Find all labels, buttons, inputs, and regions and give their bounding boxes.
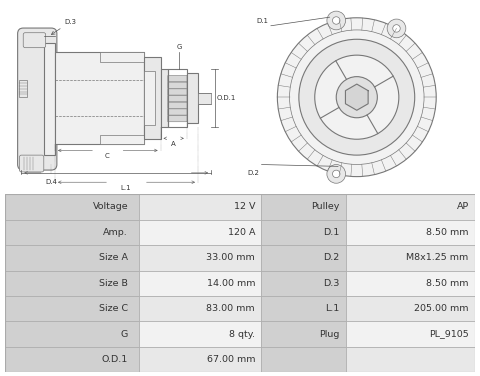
Text: D.3: D.3 (323, 279, 339, 288)
Circle shape (336, 77, 377, 118)
Bar (346, 296, 475, 321)
Bar (100, 135, 144, 144)
Bar (139, 321, 261, 347)
Bar (5, 245, 139, 271)
Text: 8 qty.: 8 qty. (229, 330, 255, 339)
Bar (5, 220, 139, 245)
Bar (5, 296, 139, 321)
Text: G: G (121, 330, 128, 339)
Circle shape (327, 165, 346, 183)
Bar (346, 321, 475, 347)
Circle shape (299, 39, 415, 155)
FancyBboxPatch shape (20, 155, 44, 172)
Text: Size A: Size A (99, 253, 128, 262)
Bar (5, 347, 139, 372)
Text: 33.00 mm: 33.00 mm (206, 253, 255, 262)
Bar (161, 69, 168, 127)
Bar (261, 271, 346, 296)
Bar (139, 220, 261, 245)
Polygon shape (346, 84, 368, 110)
FancyBboxPatch shape (168, 115, 187, 122)
Bar (261, 321, 346, 347)
Circle shape (333, 17, 340, 24)
Text: Voltage: Voltage (93, 203, 128, 211)
Bar (5, 321, 139, 347)
Text: O.D.1: O.D.1 (102, 355, 128, 364)
Text: Size B: Size B (99, 279, 128, 288)
Text: L.1: L.1 (120, 185, 132, 191)
Text: 12 V: 12 V (234, 203, 255, 211)
Text: G: G (177, 44, 182, 50)
Bar (44, 43, 55, 155)
Text: 83.00 mm: 83.00 mm (206, 304, 255, 313)
Text: D.2: D.2 (323, 253, 339, 262)
Bar (144, 57, 161, 139)
Circle shape (315, 55, 399, 139)
Bar (5, 271, 139, 296)
Bar (144, 71, 155, 125)
Bar (198, 92, 211, 104)
Bar (139, 245, 261, 271)
Text: Plug: Plug (319, 330, 339, 339)
FancyBboxPatch shape (18, 28, 57, 170)
Bar (346, 220, 475, 245)
Text: D.3: D.3 (64, 19, 76, 25)
Text: PL_9105: PL_9105 (429, 330, 469, 339)
FancyBboxPatch shape (168, 76, 187, 82)
Bar (261, 296, 346, 321)
Text: D.1: D.1 (323, 228, 339, 237)
Text: 8.50 mm: 8.50 mm (426, 228, 469, 237)
Bar (346, 194, 475, 220)
FancyBboxPatch shape (168, 89, 187, 95)
Circle shape (387, 19, 406, 38)
Text: D.4: D.4 (45, 179, 57, 185)
Circle shape (333, 170, 340, 177)
Circle shape (327, 11, 346, 30)
Bar (261, 220, 346, 245)
Bar (20, 80, 27, 97)
Bar (168, 69, 187, 127)
Text: O.D.1: O.D.1 (216, 95, 236, 101)
FancyBboxPatch shape (168, 109, 187, 115)
FancyBboxPatch shape (168, 82, 187, 88)
Bar (55, 52, 144, 144)
Text: M8x1.25 mm: M8x1.25 mm (407, 253, 469, 262)
Bar (261, 194, 346, 220)
Bar (100, 52, 144, 62)
Text: 8.50 mm: 8.50 mm (426, 279, 469, 288)
Text: D.2: D.2 (248, 170, 259, 176)
Text: C: C (105, 153, 110, 159)
Text: 205.00 mm: 205.00 mm (414, 304, 469, 313)
FancyBboxPatch shape (168, 102, 187, 108)
Text: D.1: D.1 (257, 18, 269, 24)
Text: Amp.: Amp. (103, 228, 128, 237)
Bar (5, 194, 139, 220)
Bar (346, 347, 475, 372)
Bar (346, 245, 475, 271)
Text: 120 A: 120 A (228, 228, 255, 237)
FancyBboxPatch shape (23, 33, 46, 48)
Bar (139, 271, 261, 296)
Text: L.1: L.1 (325, 304, 339, 313)
Bar (139, 194, 261, 220)
Text: AP: AP (456, 203, 469, 211)
Text: 67.00 mm: 67.00 mm (206, 355, 255, 364)
FancyBboxPatch shape (168, 96, 187, 102)
Text: Size C: Size C (99, 304, 128, 313)
Bar (139, 347, 261, 372)
Bar (187, 73, 198, 123)
Bar (139, 296, 261, 321)
Bar (261, 245, 346, 271)
Text: Pulley: Pulley (311, 203, 339, 211)
Circle shape (277, 18, 436, 177)
Bar (261, 347, 346, 372)
Circle shape (393, 25, 400, 32)
Text: 14.00 mm: 14.00 mm (206, 279, 255, 288)
Bar (346, 271, 475, 296)
Text: A: A (171, 141, 176, 147)
